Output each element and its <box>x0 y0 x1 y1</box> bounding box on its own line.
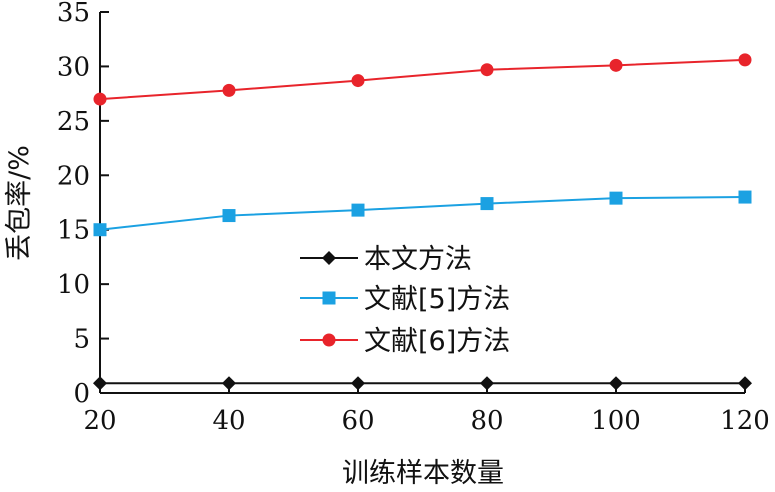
data-point <box>222 376 236 391</box>
data-point <box>222 209 236 223</box>
data-point <box>351 376 365 391</box>
legend-label: 文献[5]方法 <box>364 284 510 315</box>
legend-marker <box>322 251 336 265</box>
data-point <box>738 53 752 67</box>
x-tick-label: 40 <box>212 406 245 436</box>
y-tick-label: 0 <box>73 379 90 409</box>
data-point <box>351 74 365 88</box>
series-line <box>99 58 746 101</box>
data-point <box>738 190 752 204</box>
data-point <box>93 376 107 391</box>
x-tick-label: 80 <box>470 406 503 436</box>
legend-entry: 文献[6]方法 <box>300 326 510 357</box>
y-axis-label: 丢包率/% <box>4 145 35 261</box>
series-2 <box>93 190 752 237</box>
data-point <box>93 223 107 237</box>
x-tick-label: 120 <box>720 406 770 436</box>
y-tick-label: 25 <box>57 107 90 137</box>
data-point <box>480 63 494 77</box>
legend-entry: 本文方法 <box>300 244 472 275</box>
data-point <box>738 376 752 391</box>
y-tick-label: 5 <box>73 325 90 355</box>
data-point <box>480 376 494 391</box>
data-point <box>609 58 623 72</box>
legend-entry: 文献[5]方法 <box>300 284 510 315</box>
data-point <box>609 191 623 205</box>
series-1 <box>93 376 752 391</box>
series-3 <box>93 53 752 106</box>
data-point <box>222 83 236 97</box>
data-point <box>93 92 107 106</box>
series-layer <box>93 53 752 391</box>
legend-label: 本文方法 <box>364 244 472 275</box>
data-point <box>351 203 365 217</box>
y-tick-label: 20 <box>57 161 90 191</box>
y-ticks: 0 5 10 15 20 25 30 35 <box>57 0 109 409</box>
data-point <box>609 376 623 391</box>
x-axis-label: 训练样本数量 <box>342 458 504 489</box>
series-line <box>99 196 746 231</box>
legend-marker <box>322 333 336 347</box>
x-tick-label: 20 <box>83 406 116 436</box>
data-point <box>480 197 494 211</box>
x-tick-label: 100 <box>591 406 641 436</box>
legend-marker <box>322 291 336 305</box>
x-tick-label: 60 <box>341 406 374 436</box>
y-tick-label: 10 <box>57 270 90 300</box>
y-tick-label: 30 <box>57 52 90 82</box>
y-tick-label: 35 <box>57 0 90 28</box>
x-ticks: 20 40 60 80 100 120 <box>83 384 770 436</box>
axes <box>99 12 745 394</box>
y-tick-label: 15 <box>57 216 90 246</box>
legend-label: 文献[6]方法 <box>364 326 510 357</box>
